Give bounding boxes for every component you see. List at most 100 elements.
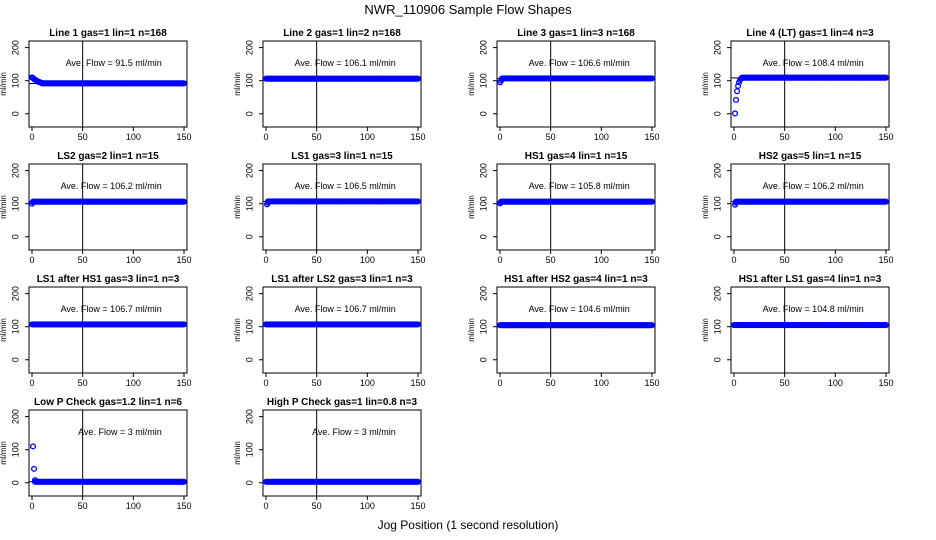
y-tick-label: 100 bbox=[10, 196, 20, 211]
panel-title: HS1 after HS2 gas=4 lin=1 n=3 bbox=[504, 274, 648, 285]
panel-title: Line 4 (LT) gas=1 lin=4 n=3 bbox=[746, 28, 874, 39]
x-tick-label: 50 bbox=[78, 378, 88, 388]
x-tick-label: 0 bbox=[263, 378, 268, 388]
y-axis-label: ml/min bbox=[467, 72, 476, 96]
x-tick-label: 150 bbox=[410, 501, 425, 511]
x-tick-label: 0 bbox=[263, 501, 268, 511]
y-tick-label: 200 bbox=[478, 40, 488, 55]
data-point bbox=[648, 75, 656, 82]
y-axis-label: ml/min bbox=[0, 195, 8, 219]
y-tick-label: 0 bbox=[244, 480, 254, 485]
panel: Low P Check gas=1.2 lin=1 n=6 0 50 100 150 0 1… bbox=[0, 397, 192, 511]
data-point bbox=[882, 74, 890, 81]
y-tick-label: 100 bbox=[244, 442, 254, 457]
x-tick-label: 100 bbox=[828, 255, 843, 265]
y-tick-label: 0 bbox=[10, 357, 20, 362]
y-tick-label: 200 bbox=[712, 163, 722, 178]
y-axis-label: ml/min bbox=[233, 318, 242, 342]
data-point bbox=[180, 198, 188, 205]
panel-title: Line 2 gas=1 lin=2 n=168 bbox=[283, 28, 401, 39]
x-tick-label: 0 bbox=[263, 132, 268, 142]
y-tick-label: 100 bbox=[244, 319, 254, 334]
average-flow-annotation: Ave. Flow = 3 ml/min bbox=[78, 427, 162, 437]
x-tick-label: 100 bbox=[828, 132, 843, 142]
average-flow-annotation: Ave. Flow = 106.5 ml/min bbox=[295, 181, 396, 191]
panel-title: LS1 gas=3 lin=1 n=15 bbox=[291, 151, 393, 162]
panel-title: Line 1 gas=1 lin=1 n=168 bbox=[49, 28, 167, 39]
x-tick-label: 100 bbox=[126, 132, 141, 142]
x-tick-label: 50 bbox=[312, 132, 322, 142]
data-point bbox=[30, 465, 38, 472]
y-axis-label: ml/min bbox=[701, 318, 710, 342]
x-tick-label: 50 bbox=[780, 132, 790, 142]
x-tick-label: 100 bbox=[126, 501, 141, 511]
panel: LS1 after LS2 gas=3 lin=1 n=3 0 50 100 150 0 1… bbox=[233, 274, 425, 388]
y-tick-label: 100 bbox=[478, 319, 488, 334]
plot-frame bbox=[28, 163, 188, 251]
x-tick-label: 50 bbox=[78, 132, 88, 142]
y-tick-label: 100 bbox=[478, 196, 488, 211]
y-tick-label: 200 bbox=[244, 409, 254, 424]
y-tick-label: 100 bbox=[712, 196, 722, 211]
x-tick-label: 100 bbox=[360, 132, 375, 142]
y-tick-label: 100 bbox=[244, 196, 254, 211]
data-point bbox=[414, 198, 422, 205]
data-point bbox=[180, 478, 188, 485]
x-tick-label: 0 bbox=[731, 255, 736, 265]
panel-title: HS1 after LS1 gas=4 lin=1 n=3 bbox=[739, 274, 882, 285]
x-tick-label: 100 bbox=[594, 132, 609, 142]
x-tick-label: 150 bbox=[644, 132, 659, 142]
x-tick-label: 0 bbox=[731, 132, 736, 142]
x-tick-label: 100 bbox=[594, 378, 609, 388]
x-tick-label: 50 bbox=[546, 255, 556, 265]
y-tick-label: 0 bbox=[244, 234, 254, 239]
data-point bbox=[29, 443, 37, 450]
average-flow-annotation: Ave. Flow = 3 ml/min bbox=[312, 427, 396, 437]
x-tick-label: 100 bbox=[360, 255, 375, 265]
plot-frame bbox=[262, 40, 422, 128]
panel: LS1 after HS1 gas=3 lin=1 n=3 0 50 100 150 0 1… bbox=[0, 274, 192, 388]
panel: HS1 after LS1 gas=4 lin=1 n=3 0 50 100 150 0 1… bbox=[701, 274, 893, 388]
panel: Line 3 gas=1 lin=3 n=168 0 50 100 150 0 100 200… bbox=[467, 28, 659, 142]
panel-title: LS1 after HS1 gas=3 lin=1 n=3 bbox=[37, 274, 180, 285]
y-tick-label: 200 bbox=[712, 40, 722, 55]
x-tick-label: 50 bbox=[546, 132, 556, 142]
y-tick-label: 200 bbox=[244, 40, 254, 55]
y-tick-label: 200 bbox=[10, 409, 20, 424]
data-point bbox=[180, 321, 188, 328]
y-tick-label: 0 bbox=[478, 357, 488, 362]
y-tick-label: 0 bbox=[712, 234, 722, 239]
y-tick-label: 0 bbox=[244, 357, 254, 362]
average-flow-annotation: Ave. Flow = 91.5 ml/min bbox=[66, 58, 162, 68]
panel-title: High P Check gas=1 lin=0.8 n=3 bbox=[267, 397, 418, 408]
x-tick-label: 150 bbox=[644, 378, 659, 388]
x-tick-label: 100 bbox=[594, 255, 609, 265]
data-point bbox=[732, 96, 740, 103]
x-tick-label: 100 bbox=[126, 255, 141, 265]
y-tick-label: 200 bbox=[712, 286, 722, 301]
panel: Line 4 (LT) gas=1 lin=4 n=3 0 50 100 150 0 100… bbox=[701, 28, 893, 142]
y-tick-label: 200 bbox=[244, 286, 254, 301]
y-axis-label: ml/min bbox=[0, 318, 8, 342]
average-flow-annotation: Ave. Flow = 105.8 ml/min bbox=[529, 181, 630, 191]
y-tick-label: 100 bbox=[712, 319, 722, 334]
y-tick-label: 100 bbox=[712, 73, 722, 88]
y-axis-label: ml/min bbox=[701, 195, 710, 219]
x-tick-label: 150 bbox=[176, 132, 191, 142]
x-tick-label: 100 bbox=[828, 378, 843, 388]
panel: LS2 gas=2 lin=1 n=15 0 50 100 150 0 100 200 ml/m… bbox=[0, 151, 192, 265]
panel-title: LS2 gas=2 lin=1 n=15 bbox=[57, 151, 159, 162]
figure-title: NWR_110906 Sample Flow Shapes bbox=[364, 2, 572, 17]
x-tick-label: 150 bbox=[878, 378, 893, 388]
y-axis-label: ml/min bbox=[0, 441, 8, 465]
average-flow-annotation: Ave. Flow = 106.2 ml/min bbox=[763, 181, 864, 191]
x-tick-label: 50 bbox=[312, 501, 322, 511]
plot-frame bbox=[28, 409, 188, 497]
panel: HS2 gas=5 lin=1 n=15 0 50 100 150 0 100 200 ml/m… bbox=[701, 151, 893, 265]
plot-frame bbox=[496, 40, 656, 128]
panel: LS1 gas=3 lin=1 n=15 0 50 100 150 0 100 200 ml/m… bbox=[233, 151, 425, 265]
y-axis-label: ml/min bbox=[467, 318, 476, 342]
y-axis-label: ml/min bbox=[467, 195, 476, 219]
y-tick-label: 100 bbox=[10, 319, 20, 334]
x-tick-label: 150 bbox=[176, 378, 191, 388]
